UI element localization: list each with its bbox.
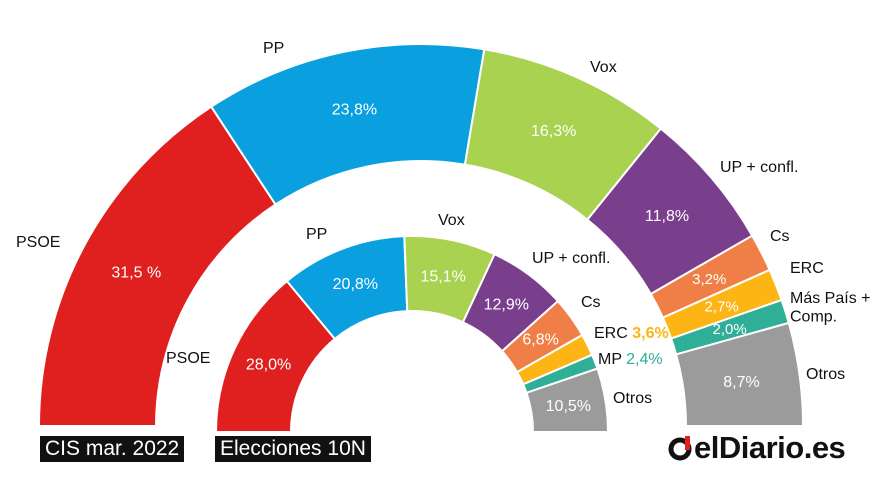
inner-value-otros: 10,5% bbox=[546, 398, 591, 415]
outer-label-otros: Otros bbox=[806, 366, 845, 383]
logo-text: elDiario.es bbox=[694, 430, 846, 465]
outer-label-m-s-pa-s-comp: Más País + Comp. bbox=[790, 290, 870, 325]
inner-label-erc: ERC 3,6% bbox=[594, 325, 669, 342]
outer-value-cs: 3,2% bbox=[692, 271, 726, 288]
inner-value-vox: 15,1% bbox=[420, 269, 465, 286]
outer-segment-otros bbox=[674, 321, 805, 427]
outer-value-vox: 16,3% bbox=[531, 123, 576, 140]
outer-label-pp: PP bbox=[263, 40, 284, 57]
outer-label-cs: Cs bbox=[770, 228, 790, 245]
inner-segment-otros bbox=[525, 367, 610, 433]
inner-chart-caption: Elecciones 10N bbox=[215, 436, 371, 462]
outer-label-erc: ERC bbox=[790, 260, 824, 277]
inner-label-vox: Vox bbox=[438, 212, 465, 229]
outer-label-up-confl: UP + confl. bbox=[720, 159, 798, 176]
inner-label-cs: Cs bbox=[581, 294, 601, 311]
outer-value-otros: 8,7% bbox=[723, 374, 759, 391]
inner-label-psoe: PSOE bbox=[166, 350, 210, 367]
inner-value-pp: 20,8% bbox=[333, 276, 378, 293]
eldiario-logo-icon bbox=[668, 436, 692, 461]
inner-label-otros: Otros bbox=[613, 390, 652, 407]
inner-label-pp: PP bbox=[306, 226, 327, 243]
outer-value-up-confl: 11,8% bbox=[645, 208, 689, 225]
outer-label-vox: Vox bbox=[590, 59, 617, 76]
inner-value-cs: 6,8% bbox=[522, 331, 558, 348]
inner-label-up-confl: UP + confl. bbox=[532, 250, 610, 267]
outer-value-m-s-pa-s-comp: 2,0% bbox=[712, 321, 746, 338]
outer-value-psoe: 31,5 % bbox=[111, 264, 161, 281]
outer-value-erc: 2,7% bbox=[704, 298, 738, 315]
eldiario-logo: elDiario.es bbox=[668, 428, 846, 468]
inner-value-psoe: 28,0% bbox=[246, 357, 291, 374]
inner-label-mp: MP 2,4% bbox=[598, 351, 663, 368]
outer-label-psoe: PSOE bbox=[16, 234, 60, 251]
inner-value-up-confl: 12,9% bbox=[484, 297, 529, 314]
outer-value-pp: 23,8% bbox=[332, 101, 377, 118]
outer-chart-caption: CIS mar. 2022 bbox=[40, 436, 185, 462]
